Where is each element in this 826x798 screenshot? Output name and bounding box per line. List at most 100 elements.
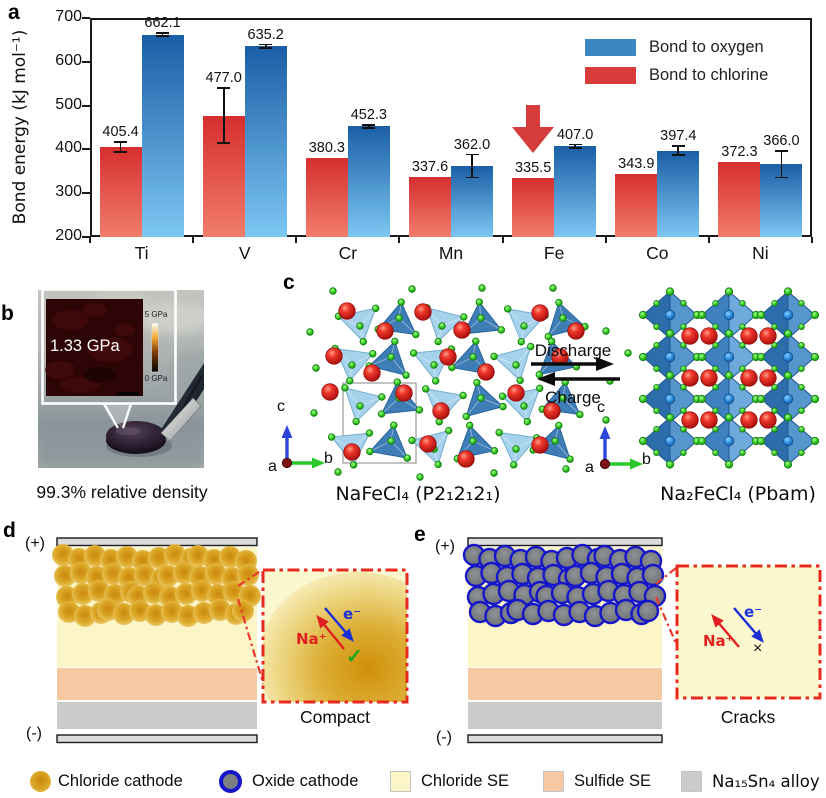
error-cap-bottom [465, 176, 479, 179]
error-cap-bottom [568, 147, 582, 149]
na-ion-arrow [316, 615, 345, 650]
alloy-layer [468, 702, 662, 729]
cracks-zoom-box [675, 564, 822, 700]
value-label: 366.0 [763, 133, 800, 150]
value-label: 337.6 [411, 158, 449, 175]
na2fecl4-structure [638, 287, 820, 469]
error-cap-top [156, 32, 170, 35]
legend-row-oxygen: Bond to oxygen [585, 38, 768, 57]
y-tick-label: 600 [55, 51, 82, 69]
bar-Ni-chlorine [718, 161, 761, 237]
discharge-label: Discharge [534, 341, 612, 360]
inset-frame [41, 288, 177, 405]
x-axis-tick [604, 237, 607, 243]
axis-b-label-left: b [324, 450, 333, 467]
error-bar [119, 141, 122, 153]
y-axis-tick [82, 148, 90, 151]
sulfide-se-layer [57, 668, 257, 700]
check-mark: ✓ [346, 646, 363, 668]
error-cap-bottom [362, 127, 376, 130]
y-tick-label: 500 [55, 95, 82, 113]
legend-item-chloride-cathode: Chloride cathode [30, 769, 183, 793]
value-label: 380.3 [308, 140, 345, 157]
scale-max-label: 5 GPa [144, 310, 168, 319]
bond-energy-chart: a Bond energy (kJ mol⁻¹) Bond to oxygen … [0, 0, 826, 263]
bar-V-oxygen [244, 46, 287, 237]
x-axis-tick [501, 237, 504, 243]
legend-item-chloride-se: Chloride SE [390, 769, 509, 793]
charge-label: Charge [545, 388, 601, 407]
value-label: 477.0 [205, 70, 242, 87]
bar-Cr-chlorine [305, 158, 348, 237]
x-category-label: Ti [134, 243, 149, 263]
alloy-label: Na₁₅Sn₄ alloy [712, 771, 820, 791]
y-tick-label: 300 [55, 183, 82, 201]
x-category-label: Fe [543, 243, 565, 263]
electron-label-d: e⁻ [343, 605, 362, 623]
nafecl4-structure-label: NaFeCl₄ (P2₁2₁2₁) [335, 483, 501, 505]
unit-cell [342, 382, 417, 464]
legend-item-sulfide-se: Sulfide SE [543, 769, 651, 793]
highlight-arrow-icon [511, 102, 555, 154]
compact-caption: Compact [299, 707, 371, 727]
error-cap-bottom [217, 142, 231, 145]
x-axis-tick [295, 237, 298, 243]
oxide-cathode-swatch [219, 769, 242, 793]
bar-Ti-chlorine [99, 147, 142, 237]
bar-Fe-oxygen [554, 146, 597, 237]
error-cap-top [568, 143, 582, 146]
tweezers-tip [160, 397, 202, 442]
chart-y-axis-label: Bond energy (kJ mol⁻¹) [10, 29, 30, 225]
chloride-cathode-stack [52, 537, 261, 744]
error-bar [574, 144, 576, 149]
negative-electrode-label-d: (-) [26, 725, 42, 742]
value-label: 635.2 [247, 26, 284, 43]
x-category-label: V [238, 243, 251, 263]
value-label: 397.4 [660, 128, 697, 145]
axis-a-label-right: a [585, 459, 594, 476]
legend-item-alloy: Na₁₅Sn₄ alloy [681, 769, 820, 793]
error-cap-bottom [259, 47, 273, 49]
x-category-label: Mn [438, 243, 464, 263]
legend-item-oxide-cathode: Oxide cathode [219, 769, 358, 793]
modulus-value-label: 1.33 GPa [50, 337, 120, 355]
alloy-layer [57, 702, 257, 729]
error-bar [780, 151, 783, 178]
error-bar [264, 44, 267, 49]
y-tick-label: 700 [55, 8, 82, 25]
alloy-swatch [681, 770, 702, 792]
error-cap-top [217, 87, 231, 89]
panel-letter-e: e [414, 523, 426, 546]
sulfide-se-label: Sulfide SE [574, 771, 652, 790]
panel-letter-c: c [283, 271, 295, 294]
sulfide-se-layer [468, 668, 662, 700]
pellet [106, 421, 166, 451]
error-cap-bottom [114, 151, 128, 154]
oxide-cathode-stack [462, 537, 667, 744]
error-cap-top [114, 140, 128, 143]
value-label: 452.3 [350, 106, 387, 123]
error-bar [677, 146, 680, 155]
panel-letter-d: d [3, 519, 16, 542]
y-axis-tick [82, 60, 90, 63]
value-label: 405.4 [102, 123, 139, 140]
chart-legend: Bond to oxygen Bond to chlorine [585, 38, 768, 94]
error-cap-bottom [671, 154, 685, 156]
positive-electrode-label-d: (+) [25, 535, 45, 552]
x-category-label: Cr [338, 243, 358, 263]
positive-electrode-label-e: (+) [435, 538, 455, 555]
value-label: 335.5 [514, 159, 552, 176]
electron-arrow [733, 607, 764, 643]
x-axis-tick [89, 237, 91, 243]
value-label: 362.0 [453, 136, 491, 153]
bar-Cr-oxygen [347, 126, 390, 237]
compact-zoom-box [261, 568, 409, 704]
tweezers-handle [160, 363, 204, 440]
chloride-se-label: Chloride SE [421, 771, 510, 790]
panel-letter-a: a [8, 1, 20, 24]
electron-label-e: e⁻ [744, 603, 763, 621]
x-axis-tick [398, 237, 401, 243]
y-tick-label: 400 [55, 139, 82, 157]
bar-Co-chlorine [615, 173, 658, 237]
